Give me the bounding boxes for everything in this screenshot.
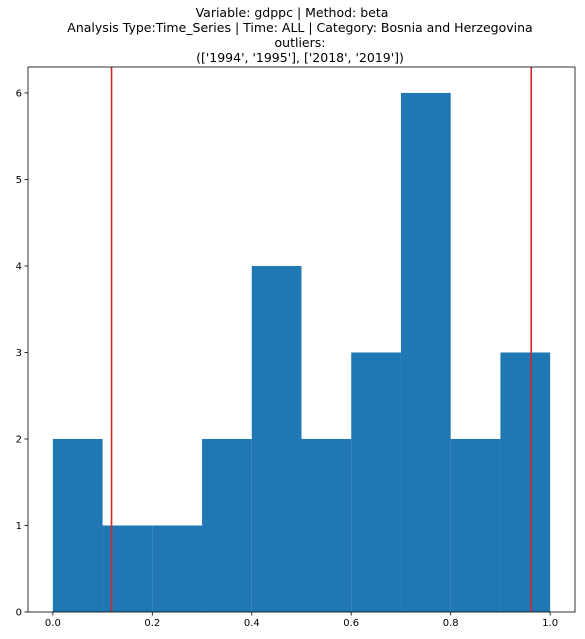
y-tick-label: 6	[16, 88, 22, 99]
histogram-bar	[301, 438, 352, 612]
y-axis-ticks: 0 1 2 3 4 5 6	[16, 88, 28, 619]
title-line: (['1994', '1995'], ['2018', '2019'])	[196, 50, 404, 65]
title-line: Analysis Type:Time_Series | Time: ALL | …	[67, 20, 532, 35]
histogram-bar	[102, 525, 153, 612]
x-axis-ticks: 0.0 0.2 0.4 0.6 0.8 1.0	[45, 612, 558, 629]
y-tick-label: 2	[16, 434, 22, 445]
histogram-bar	[351, 352, 401, 612]
histogram-bar	[52, 438, 103, 612]
y-tick-label: 3	[16, 348, 22, 359]
chart-title: Variable: gdppc | Method: beta Analysis …	[67, 5, 532, 65]
title-line: Variable: gdppc | Method: beta	[196, 5, 389, 20]
histogram-bar	[152, 525, 203, 612]
threshold-lines	[110, 67, 533, 612]
histogram-bar	[400, 92, 451, 612]
histogram-bar	[450, 438, 501, 612]
y-tick-label: 1	[16, 521, 22, 532]
x-tick-label: 0.0	[45, 618, 61, 629]
x-tick-label: 0.6	[343, 618, 359, 629]
x-tick-label: 1.0	[542, 618, 558, 629]
plot-frame	[27, 66, 576, 613]
x-tick-label: 0.4	[244, 618, 260, 629]
y-tick-label: 5	[16, 175, 22, 186]
y-tick-label: 4	[16, 261, 22, 272]
histogram-bars	[52, 92, 551, 612]
x-tick-label: 0.2	[144, 618, 160, 629]
x-tick-label: 0.8	[443, 618, 459, 629]
axes	[27, 66, 576, 613]
y-tick-label: 0	[16, 608, 22, 619]
histogram-bar	[251, 265, 302, 612]
title-line: outliers:	[275, 35, 326, 50]
histogram-bar	[202, 438, 252, 612]
histogram-bar	[500, 352, 551, 612]
